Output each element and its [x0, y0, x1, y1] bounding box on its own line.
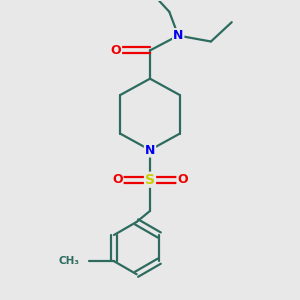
- Text: N: N: [173, 29, 183, 42]
- Text: O: O: [112, 173, 123, 186]
- Text: O: O: [177, 173, 188, 186]
- Text: S: S: [145, 173, 155, 187]
- Text: O: O: [110, 44, 121, 57]
- Text: N: N: [145, 143, 155, 157]
- Text: CH₃: CH₃: [59, 256, 80, 266]
